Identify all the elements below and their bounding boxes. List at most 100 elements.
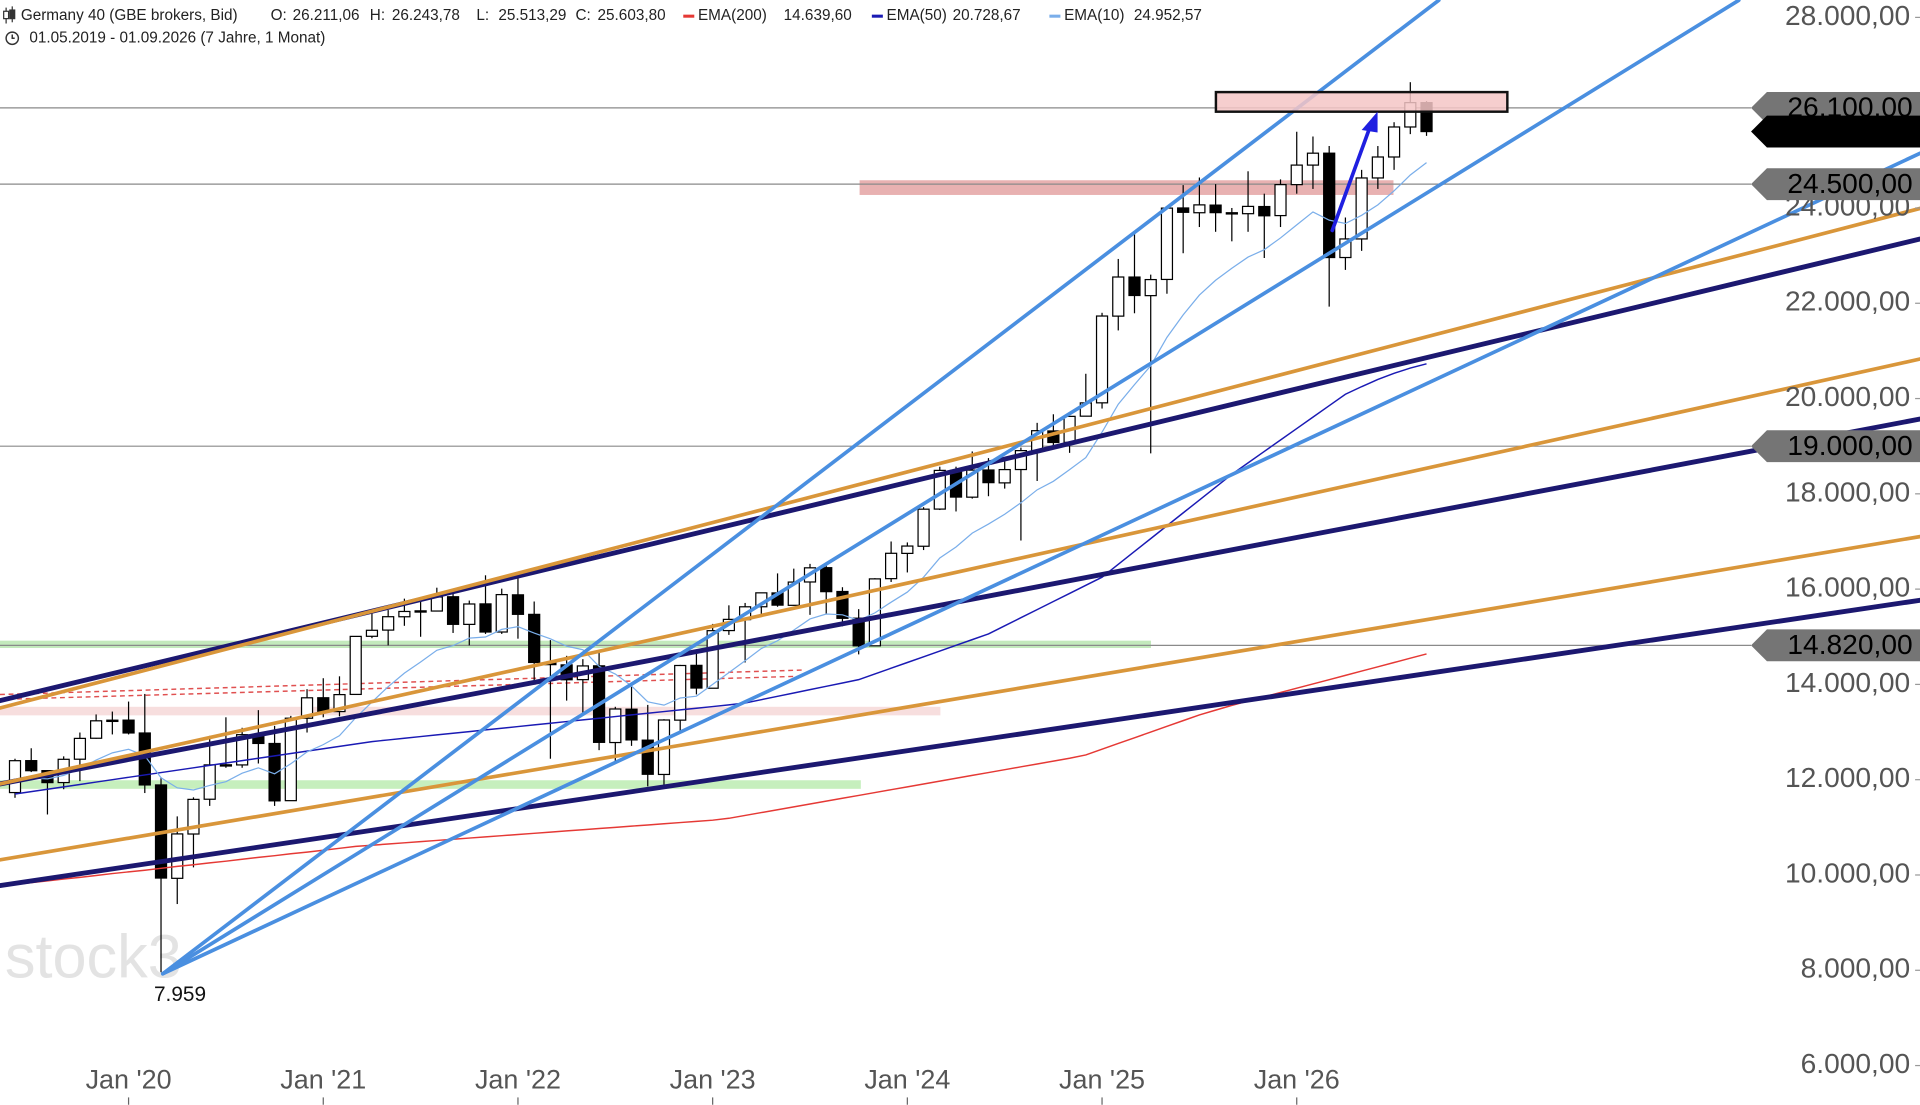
trendline bbox=[161, 0, 1441, 976]
candle-body bbox=[187, 798, 200, 835]
price-label: 25.603,80 bbox=[1787, 115, 1912, 146]
candle-body bbox=[1128, 276, 1141, 297]
x-tick-label: Jan '26 bbox=[1254, 1065, 1340, 1095]
candle-body bbox=[885, 552, 898, 580]
clock-icon bbox=[5, 31, 20, 46]
support-zone bbox=[0, 640, 1152, 649]
candle-body bbox=[73, 737, 87, 760]
legend-label: EMA(200) bbox=[698, 7, 767, 24]
price-badge bbox=[1751, 115, 1920, 148]
legend-label: EMA(10) bbox=[1064, 7, 1124, 24]
candle-body bbox=[1193, 204, 1206, 214]
candle-body bbox=[836, 590, 849, 619]
y-tick-label: 14.000,00 bbox=[1785, 667, 1910, 698]
candle-body bbox=[1241, 205, 1255, 215]
level-label: 14.820,00 bbox=[1787, 629, 1912, 660]
candle-body bbox=[609, 708, 622, 744]
arrow bbox=[1330, 124, 1373, 233]
trendline bbox=[161, 0, 1741, 976]
candle-body bbox=[1177, 207, 1190, 213]
level-label: 19.000,00 bbox=[1787, 430, 1912, 461]
level-badges: 26.100,0024.500,0019.000,0014.820,0025.6… bbox=[1751, 92, 1920, 662]
candle-body bbox=[1274, 184, 1287, 217]
legend-value: 24.952,57 bbox=[1134, 7, 1202, 24]
candle-body bbox=[446, 596, 460, 625]
x-tick-label: Jan '22 bbox=[475, 1065, 561, 1095]
arrow-head bbox=[1361, 111, 1378, 133]
subtitle: 01.05.2019 - 01.09.2026 (7 Jahre, 1 Mona… bbox=[29, 29, 325, 46]
trendlines bbox=[0, 0, 1920, 976]
candle-body bbox=[414, 610, 427, 613]
candle-body bbox=[8, 760, 22, 794]
resistance-zone bbox=[0, 706, 941, 716]
candle-body bbox=[203, 764, 216, 800]
candle-body bbox=[398, 610, 411, 618]
y-tick-label: 6.000,00 bbox=[1801, 1048, 1911, 1079]
ema-line bbox=[14, 653, 1427, 886]
candle-body bbox=[171, 833, 184, 879]
candle-body bbox=[1355, 177, 1368, 240]
candle-body bbox=[1014, 450, 1028, 471]
candle-body bbox=[495, 593, 508, 633]
candle-body bbox=[511, 594, 525, 615]
x-tick-label: Jan '20 bbox=[86, 1065, 172, 1095]
target-zone bbox=[1214, 90, 1509, 113]
legend-value: 20.728,67 bbox=[953, 7, 1021, 24]
candle-body bbox=[25, 760, 38, 772]
candle-body bbox=[365, 629, 379, 637]
ohlc-value: 25.513,29 bbox=[498, 7, 566, 24]
candle-body bbox=[333, 693, 346, 713]
y-tick-label: 22.000,00 bbox=[1785, 286, 1910, 317]
candle-body bbox=[1160, 207, 1174, 281]
candle-body bbox=[528, 613, 541, 664]
candle-body bbox=[966, 469, 979, 498]
axis: 6.000,00 8.000,00 10.000,00 12.000,00 14.000… bbox=[86, 0, 1920, 1105]
y-tick-label: 16.000,00 bbox=[1785, 572, 1910, 603]
candle-body bbox=[219, 764, 233, 767]
candle-body bbox=[982, 469, 995, 484]
candle-body bbox=[1387, 126, 1401, 158]
trendline bbox=[0, 357, 1920, 786]
ema-line bbox=[14, 162, 1427, 791]
ohlc-key: L: bbox=[476, 7, 489, 24]
x-tick-label: Jan '21 bbox=[280, 1065, 366, 1095]
dashed-line bbox=[0, 669, 803, 696]
y-tick-label: 20.000,00 bbox=[1785, 381, 1910, 412]
candle-body bbox=[1371, 156, 1384, 179]
support-zone bbox=[0, 780, 861, 789]
candle-body bbox=[1290, 164, 1303, 186]
trendline bbox=[0, 534, 1920, 862]
ema-lines bbox=[14, 162, 1427, 886]
zones bbox=[0, 180, 1394, 789]
y-tick-label: 18.000,00 bbox=[1785, 476, 1910, 507]
candle-body bbox=[674, 664, 687, 721]
candle-body bbox=[1258, 205, 1271, 217]
clock-hand bbox=[11, 34, 15, 39]
candle-body bbox=[998, 468, 1011, 484]
candle-body bbox=[1306, 152, 1320, 166]
y-tick-label: 28.000,00 bbox=[1785, 0, 1910, 31]
trendline bbox=[0, 206, 1920, 710]
ohlc-value: 25.603,80 bbox=[598, 7, 666, 24]
candle-body bbox=[430, 596, 443, 612]
candle-body bbox=[1095, 315, 1109, 404]
x-tick-label: Jan '23 bbox=[670, 1065, 756, 1095]
level-badge bbox=[1751, 430, 1920, 463]
level-badge bbox=[1751, 168, 1920, 201]
candle-body bbox=[1323, 152, 1336, 259]
candle-body bbox=[463, 603, 476, 625]
x-tick-label: Jan '24 bbox=[864, 1065, 950, 1095]
ohlc-key: H: bbox=[370, 7, 385, 24]
ohlc-value: 26.211,06 bbox=[293, 7, 360, 24]
candle-body bbox=[382, 616, 395, 631]
candle-body bbox=[625, 708, 638, 741]
y-tick-label: 8.000,00 bbox=[1801, 953, 1911, 984]
candle-body bbox=[1225, 212, 1238, 215]
candle-body bbox=[852, 617, 865, 647]
candle-body bbox=[1112, 276, 1125, 317]
header: Germany 40 (GBE brokers, Bid) 01.05.2019… bbox=[3, 6, 1202, 46]
candle-body bbox=[349, 635, 362, 696]
candle-body bbox=[479, 603, 492, 633]
trendline bbox=[0, 597, 1920, 889]
